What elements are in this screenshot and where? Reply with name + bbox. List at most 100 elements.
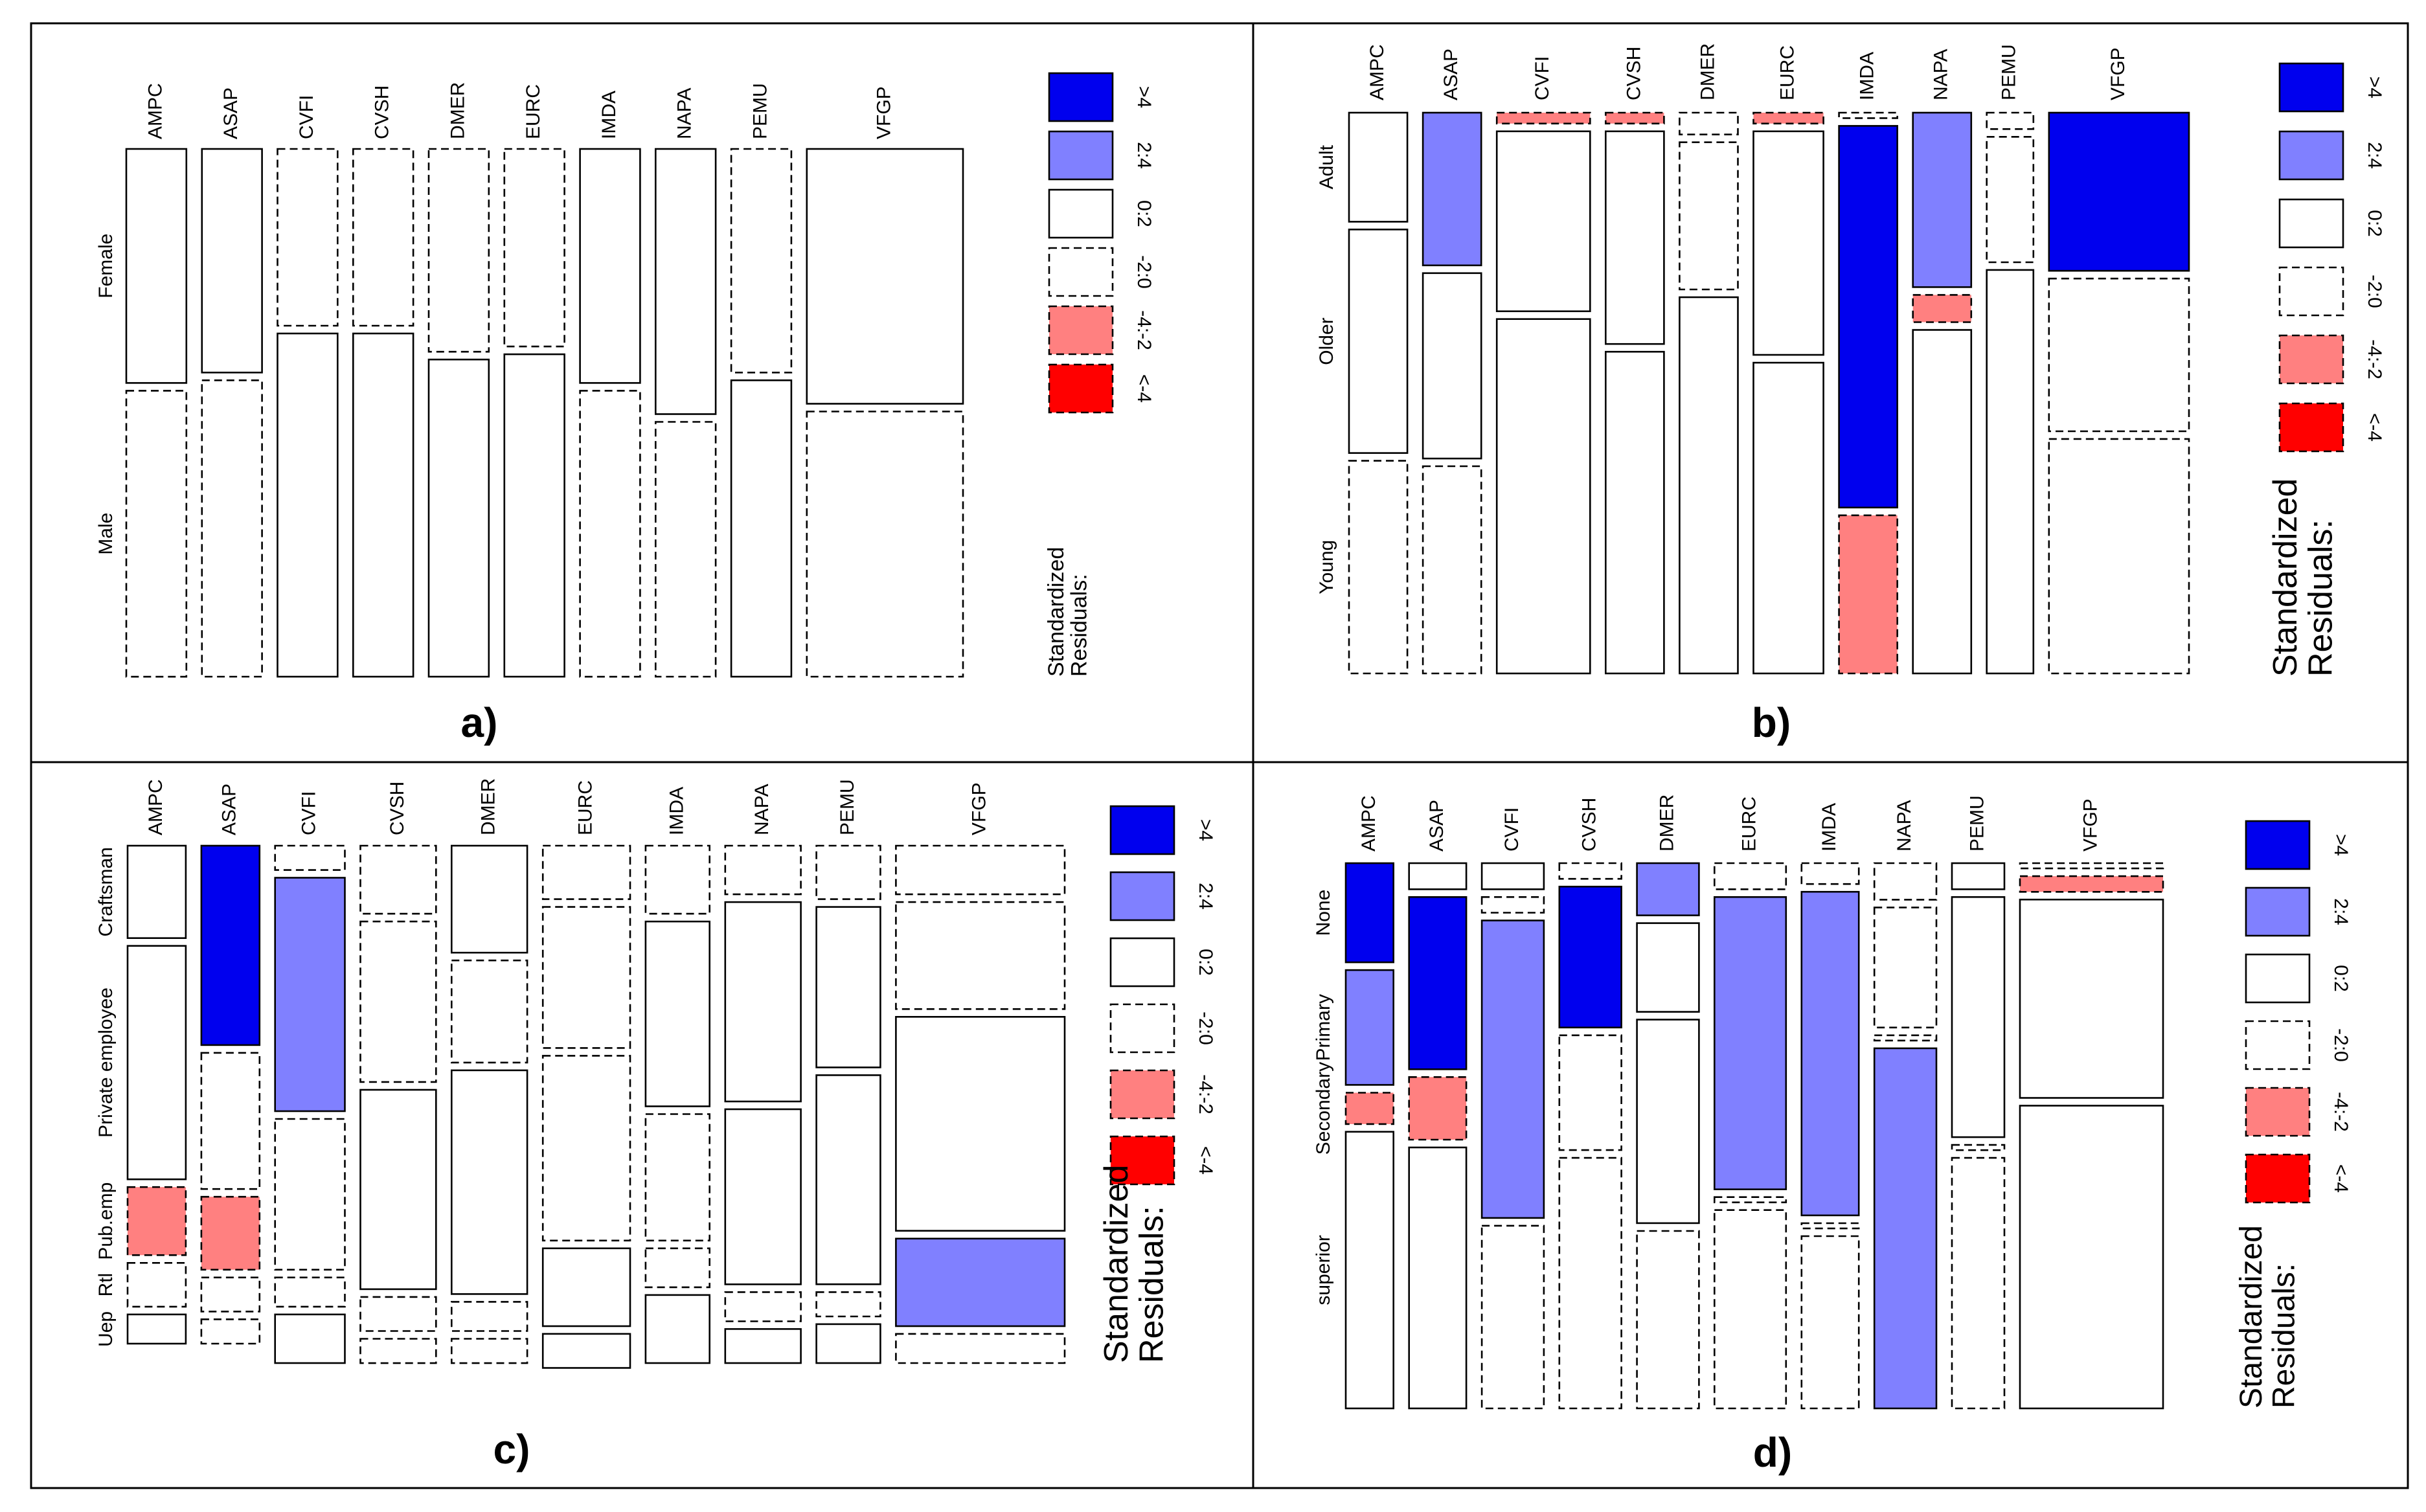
legend-swatch [1109,871,1175,921]
residual-legend: >4 2:4 0:2 -2:0 -4:-2 <-4 StandardizedResidual… [1098,805,1216,1363]
residual-legend: >4 2:4 0:2 -2:0 -4:-2 <-4 StandardizedResidual… [1044,72,1155,677]
mosaic-tile [815,1074,881,1285]
legend-swatch [2278,334,2344,385]
row-label: Rtl [95,1273,117,1297]
mosaic-tile [1480,896,1545,914]
mosaic-tile [1344,1092,1394,1125]
legend-label: -2:0 [1195,1011,1216,1045]
mosaic-tile [1679,296,1739,675]
mosaic-tile [1344,969,1394,1086]
mosaic-tile [359,1296,437,1332]
mosaic-tile [450,959,528,1064]
mosaic-tile [1912,329,1973,675]
mosaic-tile [541,1333,631,1369]
mosaic-tile [1558,1034,1622,1151]
mosaic-tile [274,877,346,1112]
residual-legend: >4 2:4 0:2 -2:0 -4:-2 <-4 StandardizedResidual… [2234,820,2352,1408]
legend-swatch [2278,266,2344,317]
mosaic-tile [1605,111,1665,125]
column-label-imda: IMDA [1819,803,1840,852]
row-label: Uep [95,1311,117,1347]
mosaic-tile [541,906,631,1049]
legend-swatch [2245,820,2311,870]
mosaic-tile [1800,862,1860,885]
legend-label: -4:-2 [1133,310,1155,350]
mosaic-tile [724,1291,802,1322]
mosaic-tile [1408,1146,1468,1410]
mosaic-tile [2019,875,2164,893]
mosaic-tile [126,844,187,939]
mosaic-tile [1838,125,1899,509]
legend-swatch [1109,937,1175,987]
mosaic-tile [1873,1047,1938,1410]
legend-swatch [2245,1087,2311,1137]
mosaic-tile [1422,272,1482,460]
mosaic-tile [1800,1222,1860,1230]
legend-swatch [1048,130,1114,181]
column-label-pemu: PEMU [1966,795,1988,852]
legend-title-line1: Standardized [2234,1225,2269,1408]
mosaic-tile [1348,111,1409,223]
mosaic-tile [2019,898,2164,1099]
legend-label: 2:4 [2330,898,2352,925]
mosaic-tile [1422,465,1482,675]
column-label-asap: ASAP [1426,800,1447,852]
legend-label: 0:2 [2364,210,2385,237]
legend-swatch [1048,363,1114,414]
mosaic-tile [1679,111,1739,136]
mosaic-tile [1951,862,2006,890]
legend-label: -4:-2 [2330,1092,2352,1132]
residual-legend: >4 2:4 0:2 -2:0 -4:-2 <-4 StandardizedResidual… [2267,62,2385,677]
mosaic-tile [200,1195,261,1271]
figure-frame [30,22,2409,1489]
column-label-pemu: PEMU [1999,44,2020,100]
legend-label: <-4 [2364,413,2385,442]
column-label-dmer: DMER [1656,795,1677,852]
mosaic-tile [730,379,793,678]
legend-label: 2:4 [1133,142,1155,169]
legend-label: >4 [2330,834,2352,856]
legend-swatch [1048,72,1114,122]
legend-label: 2:4 [2364,142,2385,169]
legend-label: 2:4 [1195,883,1216,910]
column-label-ampc: AMPC [1358,795,1379,852]
legend-title-line2: Residuals: [2267,1263,2301,1408]
column-label-eurc: EURC [1776,45,1798,100]
mosaic-tile [1912,294,1973,323]
row-label: Female [95,234,117,299]
mosaic-tile [352,332,414,678]
mosaic-tile [1986,269,2035,675]
row-label: Young [1316,540,1337,594]
mosaic-tile [126,1313,187,1345]
mosaic-tile [2048,111,2190,272]
mosaic-tile [1636,1019,1700,1224]
mosaic-tile [1636,862,1700,916]
legend-swatch [2245,953,2311,1004]
mosaic-tile [644,844,711,915]
legend-label: 0:2 [2330,965,2352,992]
mosaic-tile [1986,111,2035,130]
column-label-vfgp: VFGP [2107,47,2129,100]
mosaic-tile [895,1016,1066,1232]
mosaic-tile [724,1108,802,1285]
mosaic-tile [1873,907,1938,1029]
column-label-vfgp: VFGP [969,782,990,835]
mosaic-panel-1: AMPC ASAP CVFI CVSH DMER EURC IMDA NAPA PEMU VFGP… [95,72,1155,746]
mosaic-tile [644,1247,711,1289]
mosaic-tile [1714,1196,1787,1204]
mosaic-tile [1752,130,1824,356]
column-label-eurc: EURC [1739,796,1760,852]
mosaic-tile [1605,130,1665,345]
row-label: Primary [1313,994,1334,1061]
row-label: Older [1316,317,1337,365]
mosaic-tile [274,844,346,871]
column-label-cvfi: CVFI [1532,56,1553,100]
mosaic-tile [895,1237,1066,1327]
row-label: Craftsman [95,847,117,936]
mosaic-tile [1495,318,1591,675]
mosaic-tile [1714,862,1787,890]
legend-label: -4:-2 [2364,339,2385,379]
legend-swatch [2278,130,2344,181]
mosaic-tile [450,1069,528,1295]
